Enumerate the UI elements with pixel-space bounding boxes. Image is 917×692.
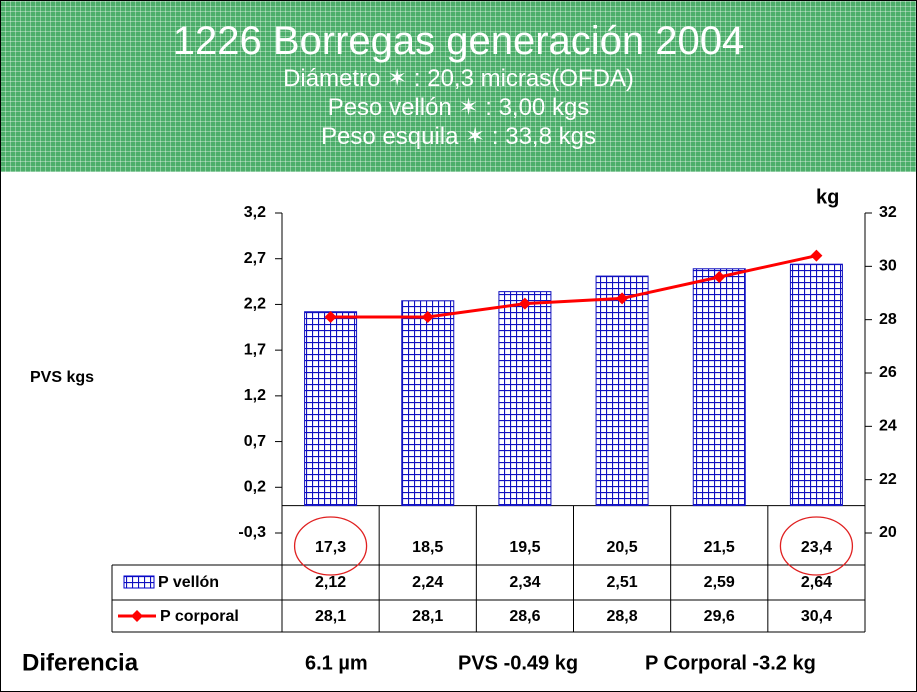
line-marker [421,311,434,323]
bar [595,275,649,507]
table-value: 28,8 [607,608,638,625]
chart-title: 1226 Borregas generación 2004 [172,19,745,63]
y2-tick-label: 32 [879,204,897,221]
y2-tick-label: 22 [879,471,897,488]
table-value: 2,12 [315,574,346,591]
footer-text: P Corporal -3.2 kg [645,652,816,674]
x-tick-label: 17,3 [315,539,346,556]
highlight-circle [293,516,368,576]
table-value: 2,64 [801,574,832,591]
table-value: 28,6 [509,608,540,625]
legend-label: P vellón [158,574,219,591]
x-tick-label: 20,5 [607,539,638,556]
bar [789,263,843,507]
line-marker [518,297,531,310]
table-value: 2,51 [607,574,638,591]
subtitle: Diámetro ✶ : 20,3 micras(OFDA) [283,65,634,92]
y-tick-label: -0,3 [238,524,266,541]
y2-tick-label: 30 [879,258,897,275]
line [330,254,817,319]
y2-tick-label: 20 [879,524,897,541]
bar [498,291,552,507]
x-tick-label: 18,5 [412,539,443,556]
bar [692,268,746,507]
y-tick-label: 3,2 [244,204,266,221]
table-value: 28,1 [315,608,346,625]
table-value: 30,4 [801,608,832,625]
table-value: 28,1 [412,608,443,625]
table-value: 2,24 [412,574,443,591]
y2-tick-label: 24 [879,418,897,435]
y-axis-label: PVS kgs [30,369,94,386]
subtitle: Peso esquila ✶ : 33,8 kgs [321,123,596,150]
y-tick-label: 2,2 [244,296,266,313]
bar [401,300,455,507]
footer-text: 6.1 µm [305,652,368,674]
y-tick-label: 2,7 [244,250,266,267]
y2-tick-label: 28 [879,311,897,328]
y-tick-label: 0,2 [244,479,266,496]
y2-axis-label: kg [816,186,839,208]
x-tick-label: 19,5 [509,539,540,556]
y2-tick-label: 26 [879,364,897,381]
y-tick-label: 0,7 [244,433,266,450]
line-marker [810,249,823,262]
header: 1226 Borregas generación 2004 Diámetro ✶… [0,0,917,172]
y-tick-label: 1,2 [244,387,266,404]
y-tick-label: 1,7 [244,341,266,358]
legend-swatch [123,575,155,589]
x-tick-label: 21,5 [704,539,735,556]
table-value: 2,34 [509,574,540,591]
x-tick-label: 23,4 [801,539,832,556]
table-value: 2,59 [704,574,735,591]
footer-label: Diferencia [22,649,139,676]
footer-text: PVS -0.49 kg [458,652,578,674]
bar [304,311,358,507]
legend-marker [131,610,143,622]
line-marker [713,271,726,283]
subtitle: Peso vellón ✶ : 3,00 kgs [327,94,590,121]
line-marker [324,311,337,323]
highlight-circle [779,516,854,576]
legend-label: P corporal [160,608,239,625]
table-value: 29,6 [704,608,735,625]
line-marker [616,292,629,305]
